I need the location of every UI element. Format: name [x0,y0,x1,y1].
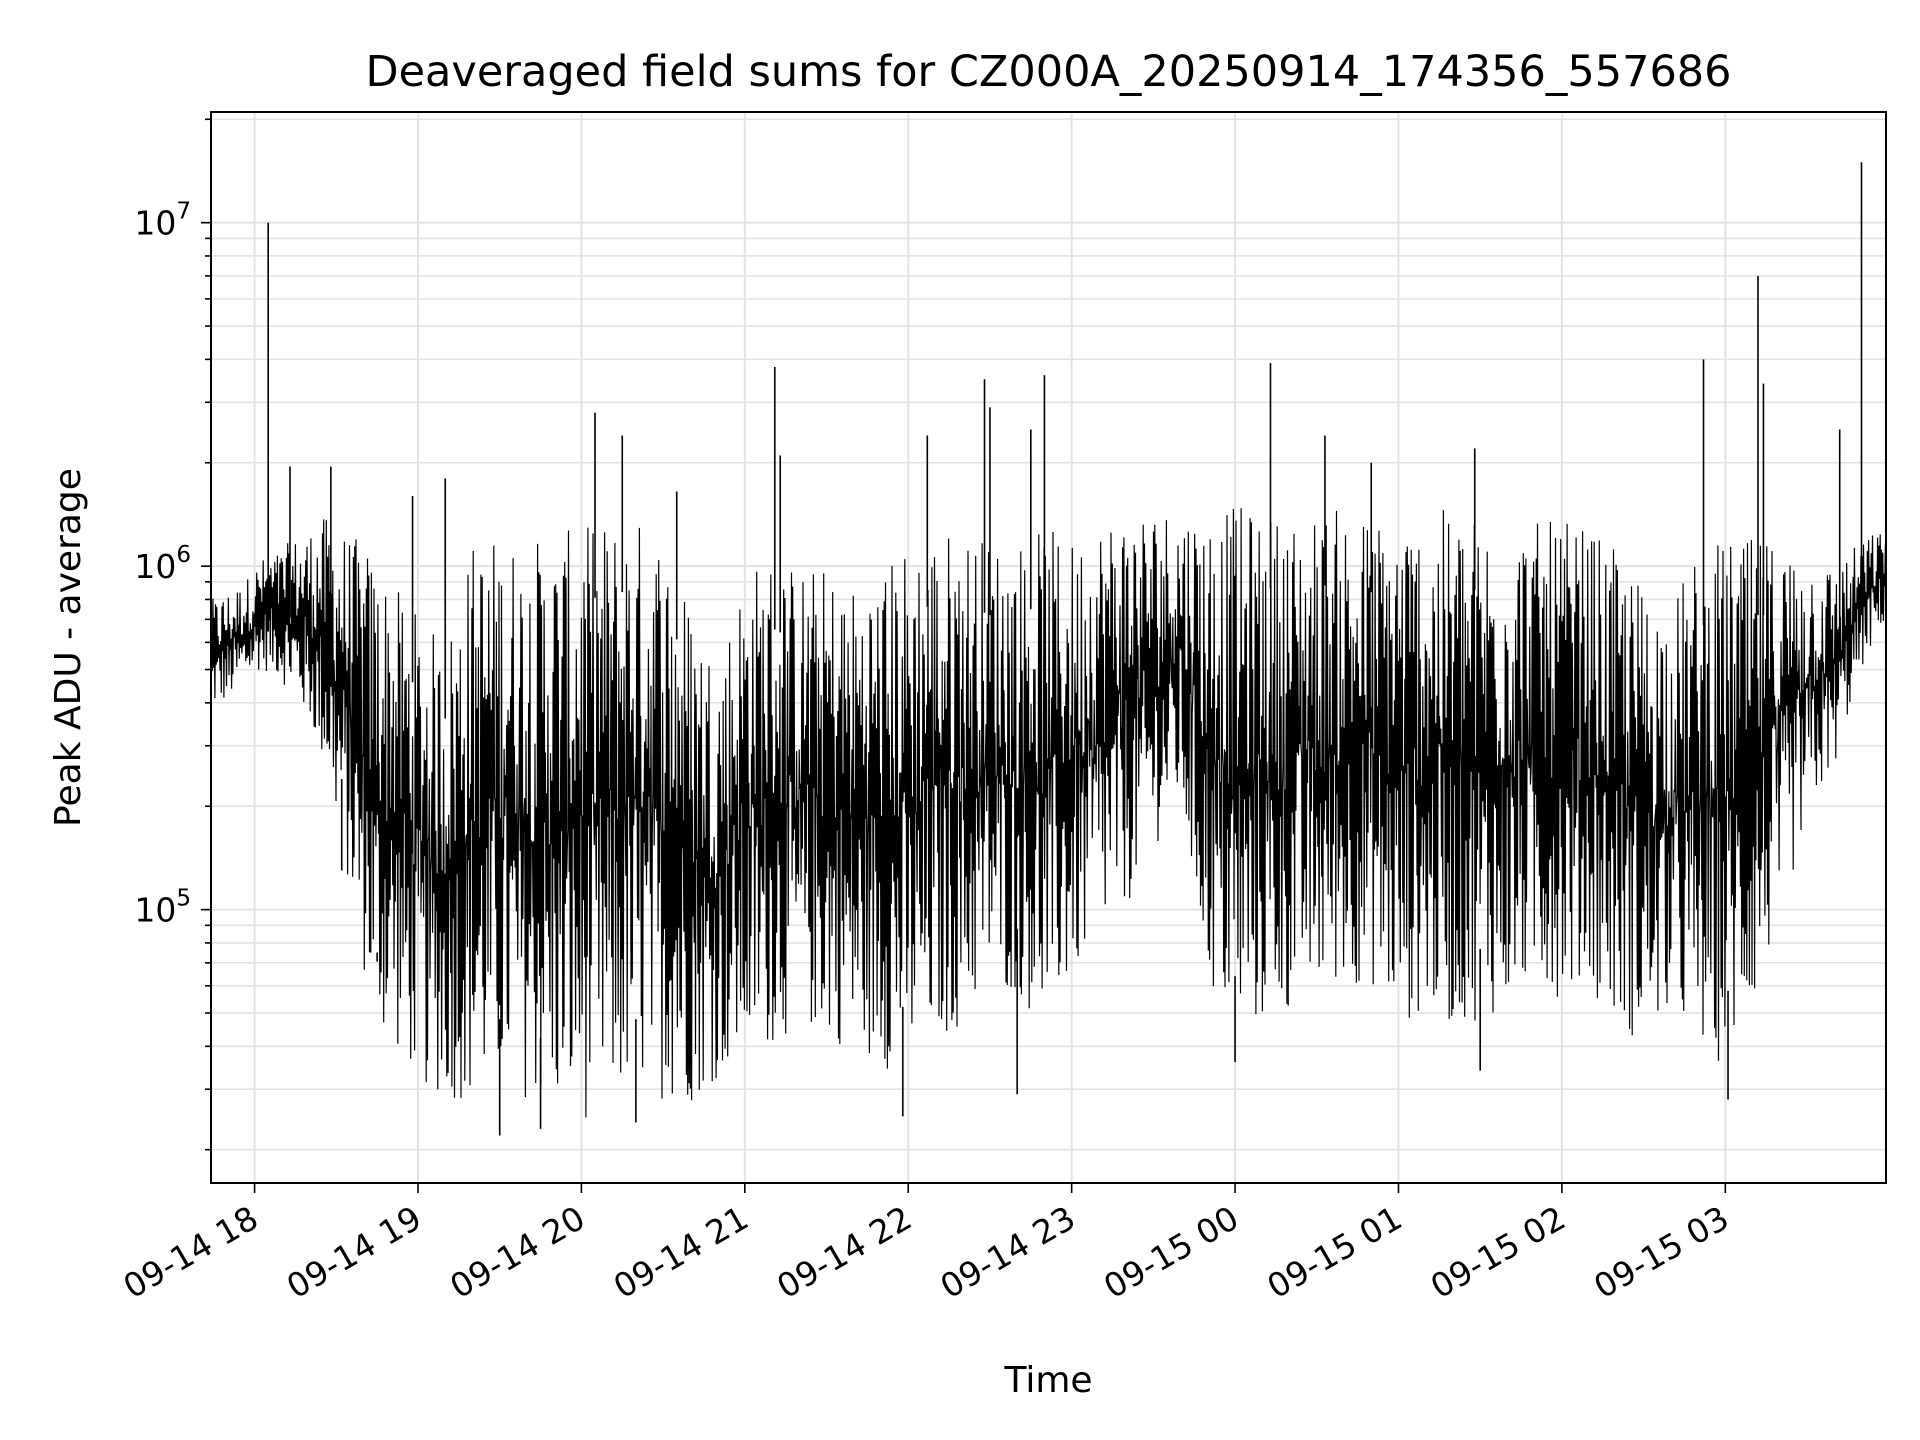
x-tick-label: 09-14 18 [117,1198,265,1306]
data-series [210,162,1887,1136]
x-tick-label: 09-15 01 [1260,1198,1408,1306]
plot-frame [210,111,1887,1184]
x-tick-label: 09-15 00 [1097,1198,1245,1306]
x-axis-title: Time [1003,1360,1092,1401]
x-tick-label: 09-15 02 [1424,1198,1572,1306]
y-axis-title: Peak ADU - average [48,468,89,827]
x-tick-label: 09-14 20 [443,1198,591,1306]
x-tick-label: 09-14 21 [607,1198,755,1306]
x-tick-label: 09-15 03 [1587,1198,1735,1306]
x-tick-label: 09-14 23 [934,1198,1082,1306]
x-tick-label: 09-14 22 [770,1198,918,1306]
x-tick-label: 09-14 19 [280,1198,428,1306]
chart-title: Deaveraged field sums for CZ000A_2025091… [365,47,1731,97]
y-tick-label: 106 [134,542,191,586]
data-line [210,508,1887,1118]
y-tick-label: 105 [134,886,191,930]
y-tick-label: 107 [134,199,191,243]
